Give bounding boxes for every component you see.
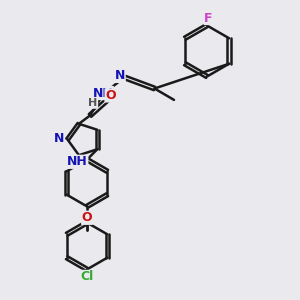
Text: H: H: [88, 98, 98, 108]
Text: NH: NH: [67, 155, 88, 168]
Text: Cl: Cl: [80, 270, 94, 284]
Text: N: N: [54, 131, 64, 145]
Text: N: N: [115, 69, 125, 82]
Text: F: F: [204, 11, 213, 25]
Text: O: O: [105, 89, 116, 102]
Text: NH: NH: [92, 86, 113, 100]
Text: O: O: [82, 211, 92, 224]
